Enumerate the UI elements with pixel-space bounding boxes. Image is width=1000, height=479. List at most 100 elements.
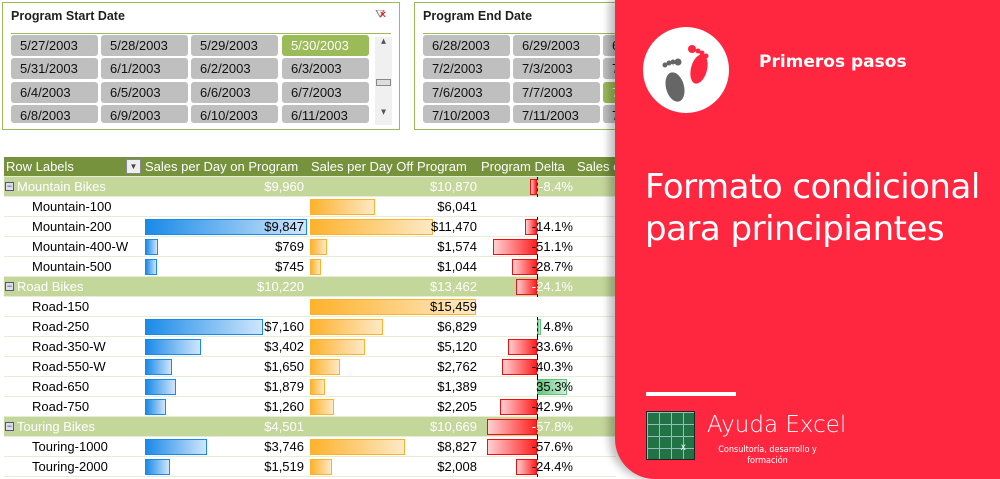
row-label: Mountain-100 <box>32 199 112 214</box>
on-program-bar <box>145 319 263 335</box>
slicer-date-button[interactable]: 6/10/2003 <box>191 105 278 123</box>
row-label: Mountain Bikes <box>17 179 106 194</box>
on-program-value: $1,650 <box>264 359 304 374</box>
on-program-value: $7,160 <box>264 319 304 334</box>
slicer-date-button[interactable]: 5/28/2003 <box>101 35 188 56</box>
delta-axis <box>537 397 538 417</box>
off-program-bar <box>310 459 332 475</box>
off-program-bar <box>310 399 334 415</box>
collapse-icon[interactable]: − <box>5 181 14 191</box>
program-delta-value: -40.3% <box>531 359 573 374</box>
delta-bar <box>487 419 537 435</box>
slicer-date-button[interactable]: 5/30/2003 <box>282 35 369 56</box>
delta-bar <box>508 339 537 355</box>
off-program-value: $10,669 <box>430 419 477 434</box>
on-program-bar <box>145 339 201 355</box>
off-program-value: $5,120 <box>437 339 477 354</box>
slicer-date-button[interactable]: 6/8/2003 <box>11 105 98 123</box>
title-line-1: Formato condicional <box>645 167 980 207</box>
brand-name: Ayuda Excel <box>707 412 847 438</box>
tagline-line-2: formación <box>747 456 788 466</box>
slicer-date-button[interactable]: 7/6/2003 <box>423 82 510 103</box>
slicer-date-button[interactable]: 7/3/2003 <box>513 58 600 79</box>
badge-label: Primeros pasos <box>759 52 907 72</box>
off-program-bar <box>310 199 375 215</box>
row-label: Road Bikes <box>17 279 84 294</box>
program-delta-value: -24.4% <box>531 459 573 474</box>
slicer-date-button[interactable]: 6/6/2003 <box>191 82 278 103</box>
slicer-date-button[interactable]: 6/5/2003 <box>101 82 188 103</box>
delta-axis <box>537 317 538 337</box>
slicer-date-button[interactable]: 6/7/2003 <box>282 82 369 103</box>
group-row[interactable]: − Touring Bikes $4,501 $10,669 -57.8% <box>4 417 616 437</box>
slicer-date-button[interactable]: 5/27/2003 <box>11 35 98 56</box>
program-delta-value: -33.6% <box>531 339 573 354</box>
delta-bar <box>512 259 537 275</box>
slicer-date-button[interactable]: 7/10/2003 <box>423 105 510 123</box>
title-line-2: para principiantes <box>645 209 945 249</box>
slicer-date-button[interactable]: 6/3/2003 <box>282 58 369 79</box>
slicer-date-button[interactable]: 5/29/2003 <box>191 35 278 56</box>
header-on-program: Sales per Day on Program <box>145 159 299 174</box>
on-program-bar <box>145 359 173 375</box>
slicer-date-button[interactable]: 6/9/2003 <box>101 105 188 123</box>
slicer-date-button[interactable]: 6/29/2003 <box>513 35 600 56</box>
row-label: Road-250 <box>32 319 90 334</box>
excel-logo-icon: x <box>646 411 695 460</box>
on-program-value: $1,260 <box>264 399 304 414</box>
clear-filter-icon[interactable]: ⛛✕ <box>375 7 387 21</box>
slicer-date-button[interactable]: 7/11/2003 <box>513 105 600 123</box>
off-program-value: $6,829 <box>437 319 477 334</box>
on-program-bar <box>145 219 307 235</box>
slicer-date-button[interactable]: 6/28/2003 <box>423 35 510 56</box>
on-program-value: $1,519 <box>264 459 304 474</box>
row-label: Road-650 <box>32 379 90 394</box>
row-label: Road-350-W <box>32 339 106 354</box>
off-program-bar <box>310 439 405 455</box>
delta-bar <box>516 279 537 295</box>
off-program-value: $6,041 <box>437 199 477 214</box>
off-program-value: $11,470 <box>430 219 477 234</box>
collapse-icon[interactable]: − <box>5 421 14 431</box>
slicer-date-button[interactable]: 6/4/2003 <box>11 82 98 103</box>
off-program-value: $1,044 <box>437 259 477 274</box>
table-row: Mountain-400-W $769 $1,574 -51.1% <box>4 237 616 257</box>
scroll-thumb[interactable] <box>376 79 391 86</box>
row-label: Mountain-200 <box>32 219 112 234</box>
scroll-up-icon[interactable]: ▲ <box>381 37 386 45</box>
program-delta-value: -8.4% <box>539 179 573 194</box>
filter-dropdown-button[interactable]: ▼ <box>126 159 141 174</box>
table-row: Mountain-200 $9,847 $11,470 -14.1% <box>4 217 616 237</box>
promo-panel: Primeros pasos Formato condicional para … <box>615 0 1000 479</box>
off-program-bar <box>310 339 365 355</box>
group-row[interactable]: − Road Bikes $10,220 $13,462 -24.1% <box>4 277 616 297</box>
slicer-date-button[interactable]: 6/11/2003 <box>282 105 369 123</box>
slicer-program-start-date: Program Start Date ⛛✕ 5/27/2003 5/28/2003… <box>2 2 400 130</box>
off-program-bar <box>310 219 434 235</box>
scrollbar[interactable]: ▲ ▼ <box>375 37 392 125</box>
table-row: Road-650 $1,879 $1,389 35.3% <box>4 377 616 397</box>
program-delta-value: 35.3% <box>536 379 573 394</box>
on-program-value: $9,960 <box>264 179 304 194</box>
off-program-bar <box>310 319 384 335</box>
slicer-date-button[interactable]: 5/31/2003 <box>11 58 98 79</box>
program-delta-value: -57.8% <box>531 419 573 434</box>
slicer-date-button[interactable]: 7/7/2003 <box>513 82 600 103</box>
delta-axis <box>537 237 538 257</box>
collapse-icon[interactable]: − <box>5 281 14 291</box>
slicer-title: Program Start Date <box>11 9 125 23</box>
table-row: Mountain-100 $6,041 <box>4 197 616 217</box>
slicer-date-button[interactable]: 6/2/2003 <box>191 58 278 79</box>
group-row[interactable]: − Mountain Bikes $9,960 $10,870 -8.4% <box>4 177 616 197</box>
on-program-bar <box>145 439 207 455</box>
on-program-value: $4,501 <box>264 419 304 434</box>
slicer-date-button[interactable]: 6/1/2003 <box>101 58 188 79</box>
page-title: Formato condicional para principiantes <box>645 166 980 250</box>
off-program-value: $1,389 <box>437 379 477 394</box>
off-program-bar <box>310 379 325 395</box>
header-off-program: Sales per Day Off Program <box>311 159 467 174</box>
scroll-down-icon[interactable]: ▼ <box>381 108 386 116</box>
delta-bar <box>524 219 537 235</box>
slicer-date-button[interactable]: 7/2/2003 <box>423 58 510 79</box>
delta-axis <box>537 177 538 197</box>
